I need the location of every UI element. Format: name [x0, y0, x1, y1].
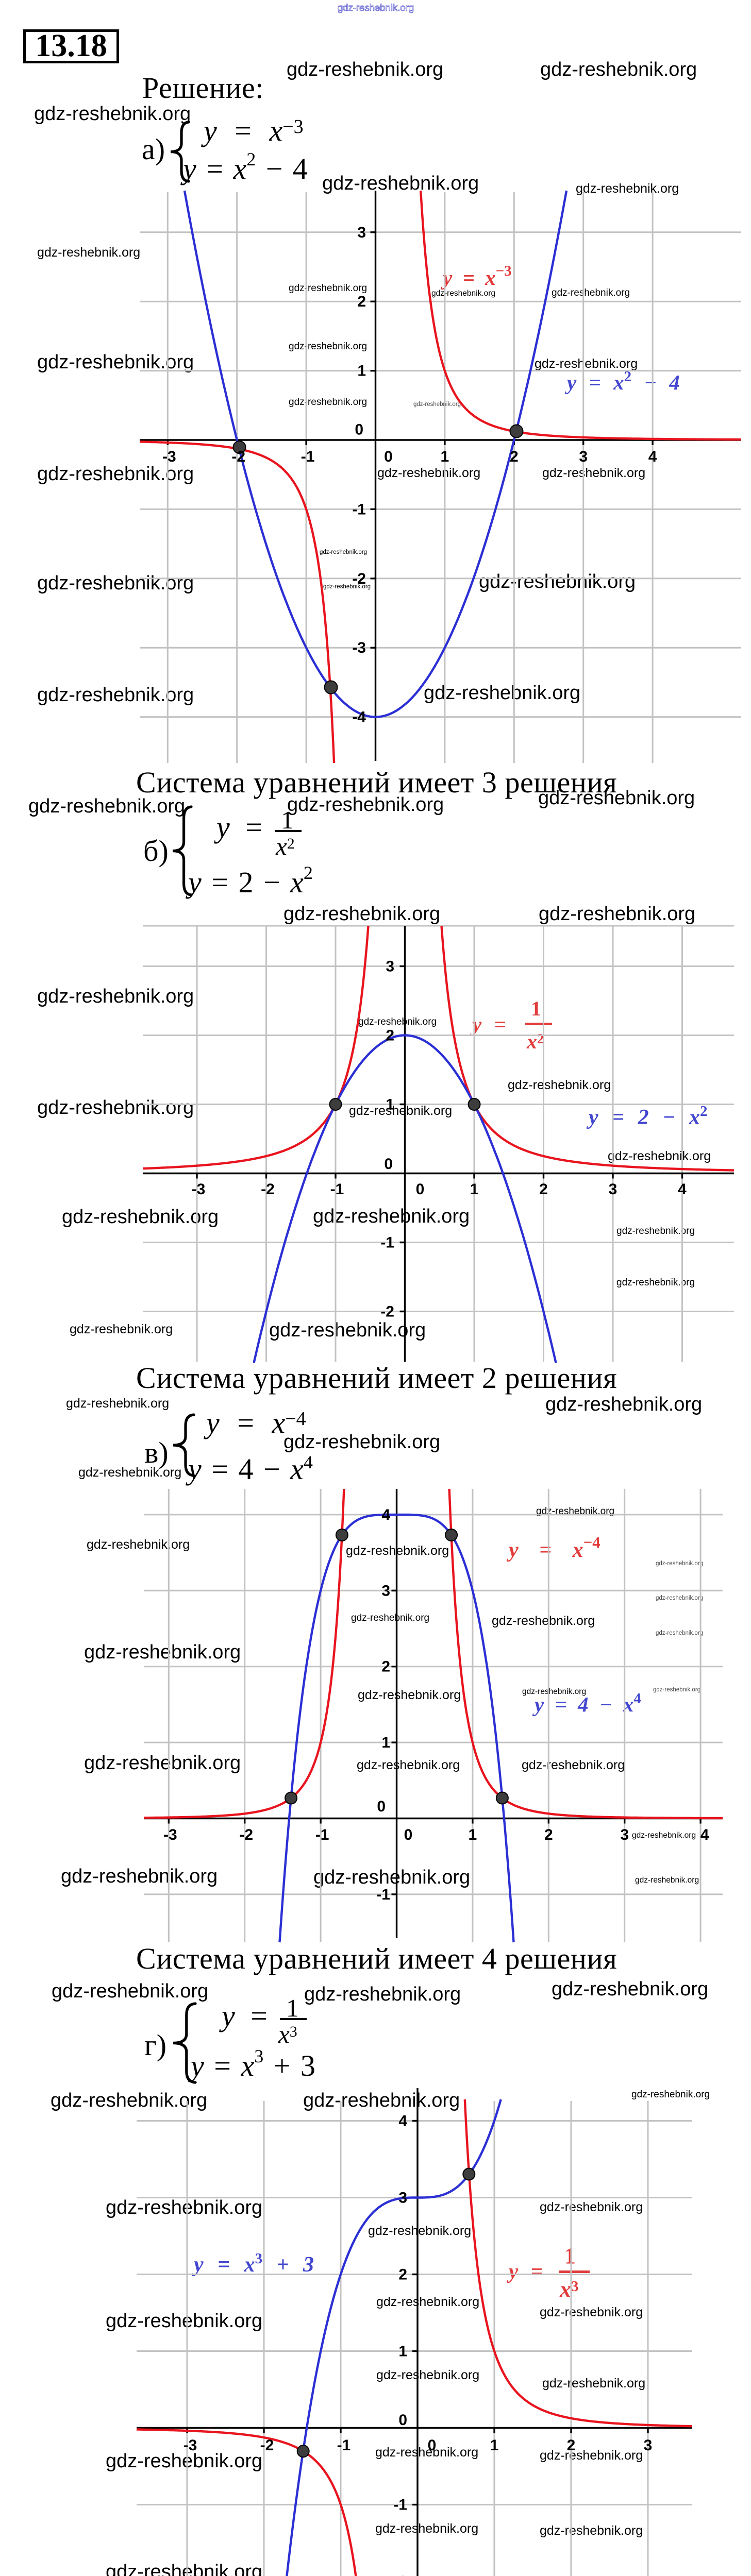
svg-text:3: 3: [381, 1582, 390, 1599]
svg-text:-2: -2: [261, 1181, 275, 1198]
svg-text:-1: -1: [352, 501, 366, 518]
svg-text:-1: -1: [301, 448, 315, 465]
svg-text:3: 3: [620, 1826, 629, 1843]
svg-text:-3: -3: [192, 1181, 206, 1198]
svg-text:1: 1: [490, 2437, 499, 2454]
svg-text:2: 2: [357, 293, 366, 310]
svg-text:-4: -4: [352, 709, 366, 726]
svg-text:-3: -3: [162, 448, 176, 465]
svg-text:0: 0: [355, 421, 363, 438]
svg-text:3: 3: [579, 448, 588, 465]
svg-text:-3: -3: [183, 2437, 197, 2454]
svg-text:0: 0: [377, 1798, 386, 1815]
svg-text:-3: -3: [352, 639, 366, 656]
svg-text:2: 2: [539, 1181, 548, 1198]
svg-text:3: 3: [609, 1181, 618, 1198]
svg-text:1: 1: [381, 1734, 390, 1751]
svg-text:-1: -1: [330, 1181, 344, 1198]
svg-text:4: 4: [678, 1181, 687, 1198]
svg-text:2: 2: [544, 1826, 553, 1843]
svg-text:4: 4: [700, 1826, 709, 1843]
svg-text:2: 2: [381, 1658, 390, 1675]
svg-text:-2: -2: [260, 2437, 274, 2454]
svg-text:1: 1: [469, 1826, 477, 1843]
svg-text:4: 4: [648, 448, 657, 465]
svg-text:3: 3: [357, 224, 366, 241]
svg-text:0: 0: [398, 2412, 407, 2429]
svg-text:3: 3: [398, 2190, 407, 2207]
svg-text:2: 2: [510, 448, 519, 465]
svg-text:2: 2: [398, 2266, 407, 2283]
svg-text:3: 3: [644, 2437, 653, 2454]
svg-text:4: 4: [398, 2113, 407, 2130]
svg-text:-1: -1: [315, 1826, 329, 1843]
svg-text:0: 0: [428, 2437, 437, 2454]
svg-text:-1: -1: [380, 1234, 394, 1251]
svg-text:1: 1: [386, 1096, 394, 1113]
svg-text:-1: -1: [337, 2437, 351, 2454]
svg-text:1: 1: [441, 448, 449, 465]
svg-text:1: 1: [470, 1181, 479, 1198]
svg-text:0: 0: [416, 1181, 425, 1198]
svg-text:-2: -2: [393, 2573, 407, 2576]
svg-text:0: 0: [384, 1156, 393, 1173]
svg-text:0: 0: [384, 448, 393, 465]
svg-text:1: 1: [398, 2343, 407, 2360]
svg-text:-3: -3: [163, 1826, 177, 1843]
svg-text:4: 4: [381, 1506, 390, 1523]
svg-text:0: 0: [404, 1826, 413, 1843]
svg-text:-2: -2: [380, 1303, 394, 1320]
svg-text:1: 1: [357, 363, 366, 380]
svg-text:-2: -2: [352, 570, 366, 587]
svg-text:2: 2: [386, 1027, 394, 1044]
svg-text:-1: -1: [393, 2497, 407, 2514]
svg-text:-2: -2: [239, 1826, 253, 1843]
svg-text:-1: -1: [376, 1886, 390, 1903]
svg-text:2: 2: [567, 2437, 576, 2454]
svg-text:3: 3: [386, 958, 394, 975]
svg-text:-2: -2: [231, 448, 245, 465]
